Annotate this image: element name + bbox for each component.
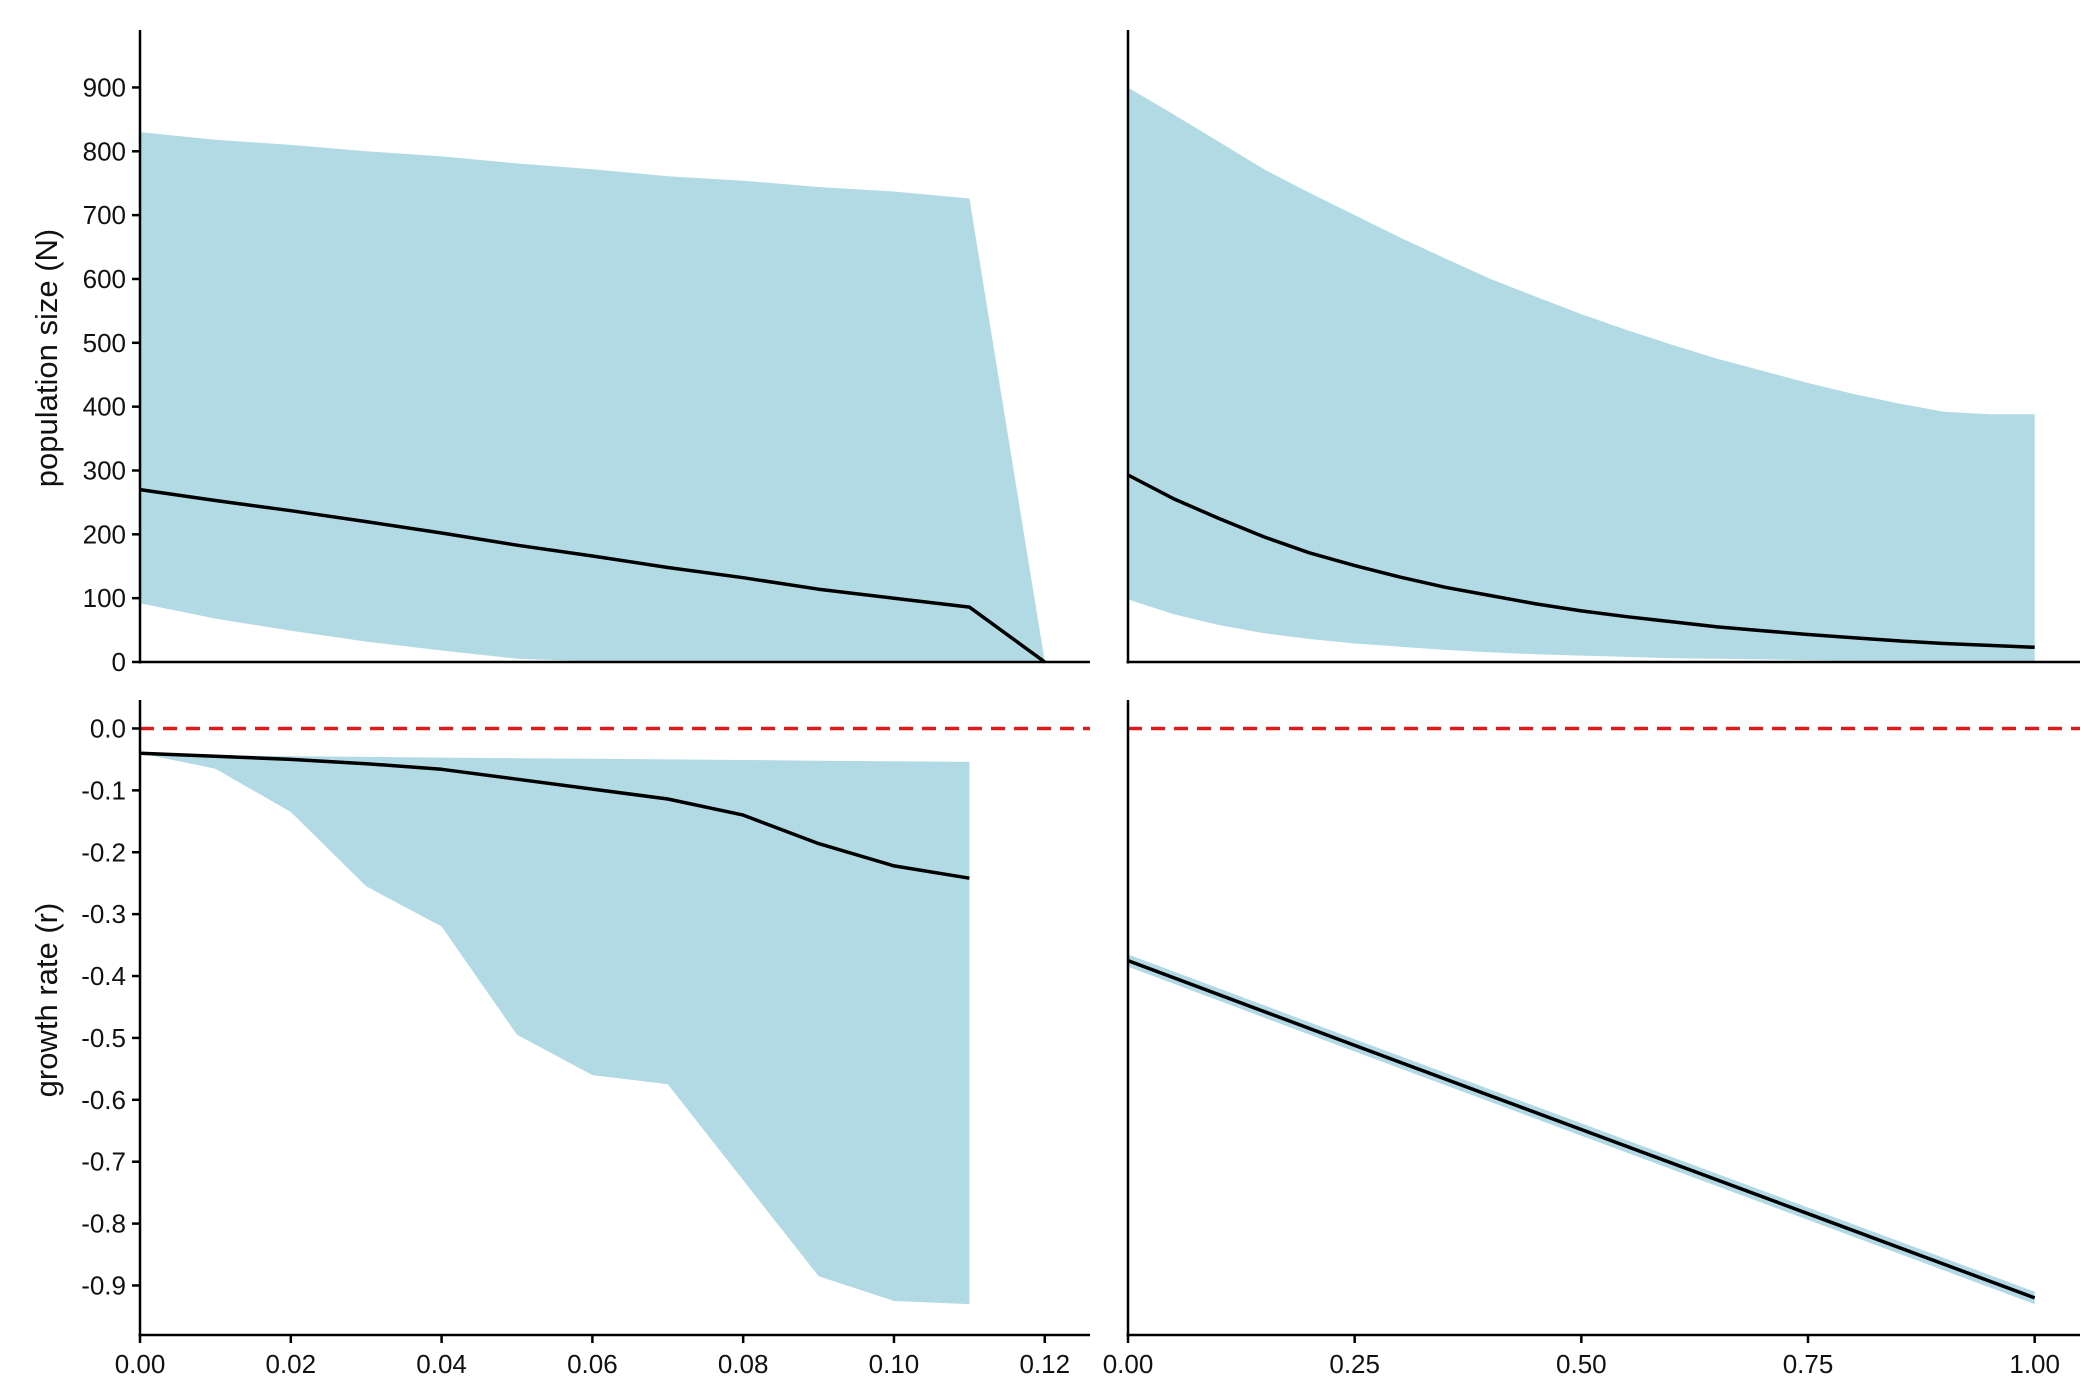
bottom-left-mean-line <box>139 751 970 880</box>
bottom-left-ribbon <box>140 753 970 1305</box>
top-left-y-tick-label: 800 <box>83 136 126 166</box>
y-axis-title-bottom: growth rate (r) <box>29 903 64 1098</box>
bottom-left-y-tick-label: -0.1 <box>81 775 126 805</box>
bottom-right-x-tick-label: 0.00 <box>1103 1349 1154 1379</box>
bottom-left-y-tick-label: -0.2 <box>81 837 126 867</box>
top-right-ribbon <box>1128 87 2035 662</box>
top-left-y-tick-label: 300 <box>83 455 126 485</box>
bottom-left-x-tick-label: 0.04 <box>416 1349 467 1379</box>
bottom-right-x-tick-label: 0.50 <box>1556 1349 1607 1379</box>
bottom-right-x-tick-label: 1.00 <box>2009 1349 2060 1379</box>
top-left-mean-line <box>139 487 1046 664</box>
bottom-right-x-tick-label: 0.25 <box>1329 1349 1380 1379</box>
top-left-y-tick-label: 500 <box>83 328 126 358</box>
bottom-left-y-tick-label: -0.6 <box>81 1085 126 1115</box>
bottom-left-x-tick-label: 0.12 <box>1019 1349 1070 1379</box>
bottom-left-y-tick-label: -0.7 <box>81 1147 126 1177</box>
bottom-left-x-tick-label: 0.10 <box>869 1349 920 1379</box>
bottom-left-y-tick-label: 0.0 <box>90 713 126 743</box>
top-left-y-tick-label: 0 <box>112 647 126 677</box>
top-left-y-tick-label: 100 <box>83 583 126 613</box>
top-left-y-tick-label: 900 <box>83 72 126 102</box>
top-left-y-tick-label: 600 <box>83 264 126 294</box>
bottom-left-x-tick-label: 0.00 <box>115 1349 166 1379</box>
top-left-y-tick-label: 400 <box>83 392 126 422</box>
top-left-y-tick-label: 200 <box>83 519 126 549</box>
bottom-left-y-tick-label: -0.5 <box>81 1023 126 1053</box>
bottom-left-y-tick-label: -0.8 <box>81 1209 126 1239</box>
bottom-left-x-tick-label: 0.02 <box>265 1349 316 1379</box>
bottom-left-y-tick-label: -0.3 <box>81 899 126 929</box>
top-left-y-tick-label: 700 <box>83 200 126 230</box>
top-right-mean-line <box>1127 473 2035 650</box>
top-left-ribbon <box>140 132 1045 663</box>
bottom-left-y-tick-label: -0.4 <box>81 961 126 991</box>
bottom-right-mean-line <box>1127 958 2036 1300</box>
bottom-left-x-tick-label: 0.08 <box>718 1349 769 1379</box>
bottom-left-x-tick-label: 0.06 <box>567 1349 618 1379</box>
bottom-left-y-tick-label: -0.9 <box>81 1270 126 1300</box>
bottom-right-x-tick-label: 0.75 <box>1783 1349 1834 1379</box>
y-axis-title-top: population size (N) <box>29 229 64 487</box>
